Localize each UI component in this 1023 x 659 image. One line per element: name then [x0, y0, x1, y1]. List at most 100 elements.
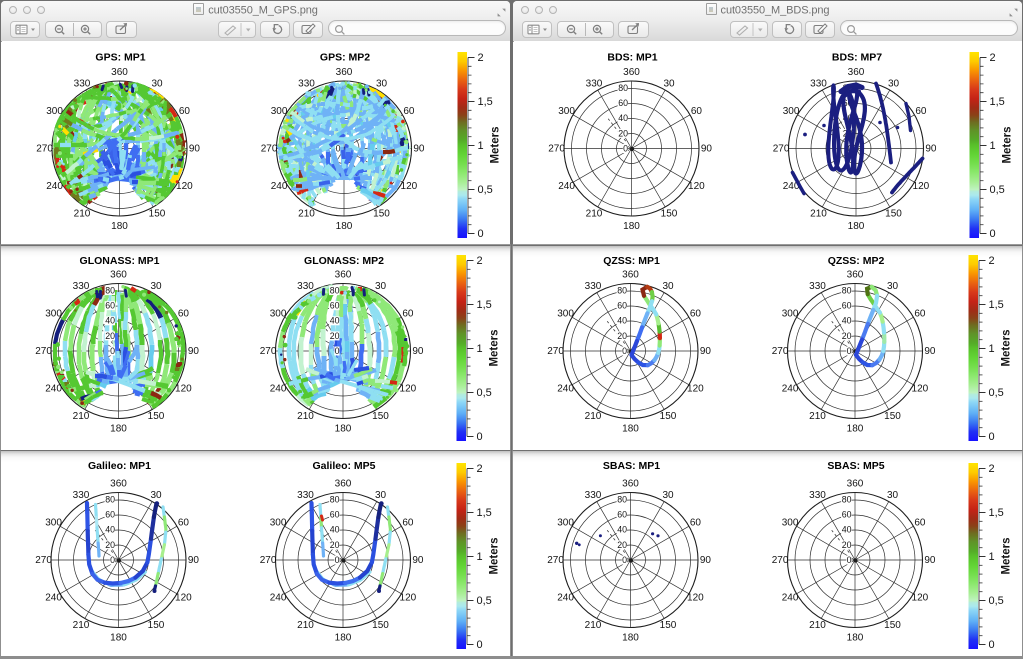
svg-text:150: 150: [661, 209, 678, 220]
svg-text:30: 30: [150, 281, 162, 292]
svg-text:180: 180: [335, 633, 352, 644]
svg-text:120: 120: [175, 384, 192, 395]
svg-text:120: 120: [175, 593, 192, 604]
svg-text:300: 300: [782, 309, 799, 320]
svg-text:360: 360: [847, 270, 864, 281]
svg-text:210: 210: [74, 209, 91, 220]
svg-text:60: 60: [618, 98, 628, 108]
svg-text:240: 240: [271, 181, 288, 192]
svg-text:60: 60: [402, 518, 414, 529]
svg-text:240: 240: [783, 181, 800, 192]
svg-text:Meters: Meters: [1001, 537, 1013, 574]
svg-text:40: 40: [617, 525, 627, 535]
svg-text:330: 330: [809, 281, 826, 292]
svg-text:180: 180: [848, 221, 865, 232]
svg-text:2: 2: [477, 463, 483, 475]
svg-text:60: 60: [914, 518, 926, 529]
svg-text:20: 20: [617, 331, 627, 341]
svg-text:240: 240: [557, 384, 574, 395]
svg-text:GPS: MP1: GPS: MP1: [95, 52, 145, 64]
svg-text:90: 90: [924, 346, 936, 357]
svg-text:330: 330: [585, 281, 602, 292]
svg-text:360: 360: [110, 479, 127, 490]
svg-text:300: 300: [271, 106, 288, 117]
svg-text:0: 0: [623, 143, 628, 153]
svg-text:210: 210: [297, 620, 314, 631]
svg-text:0: 0: [477, 431, 483, 443]
svg-text:GLONASS: MP2: GLONASS: MP2: [304, 255, 384, 267]
svg-text:0: 0: [847, 555, 852, 565]
svg-text:1,5: 1,5: [989, 507, 1004, 519]
svg-text:180: 180: [623, 221, 640, 232]
svg-text:360: 360: [623, 67, 640, 78]
svg-text:300: 300: [557, 309, 574, 320]
svg-text:330: 330: [73, 281, 90, 292]
svg-text:Meters: Meters: [1002, 126, 1014, 163]
svg-text:150: 150: [372, 411, 389, 422]
svg-text:210: 210: [297, 411, 314, 422]
svg-text:SBAS: MP1: SBAS: MP1: [603, 460, 660, 472]
svg-text:90: 90: [188, 555, 200, 566]
svg-text:90: 90: [924, 555, 936, 566]
svg-text:0: 0: [335, 346, 340, 356]
svg-text:0: 0: [477, 639, 483, 651]
svg-text:240: 240: [782, 384, 799, 395]
svg-text:240: 240: [45, 593, 62, 604]
svg-text:80: 80: [618, 83, 628, 93]
svg-text:60: 60: [843, 98, 853, 108]
svg-text:120: 120: [912, 384, 929, 395]
svg-text:360: 360: [847, 479, 864, 490]
svg-text:Meters: Meters: [489, 537, 501, 574]
svg-text:30: 30: [663, 79, 675, 90]
svg-text:270: 270: [260, 346, 277, 357]
svg-text:30: 30: [375, 281, 387, 292]
svg-text:300: 300: [558, 106, 575, 117]
svg-text:300: 300: [45, 518, 62, 529]
svg-text:20: 20: [330, 331, 340, 341]
svg-text:1: 1: [477, 343, 483, 355]
svg-text:150: 150: [148, 411, 165, 422]
svg-text:0: 0: [847, 346, 852, 356]
svg-text:240: 240: [45, 384, 62, 395]
svg-text:150: 150: [885, 209, 902, 220]
svg-text:60: 60: [402, 309, 414, 320]
svg-text:120: 120: [176, 181, 193, 192]
svg-text:300: 300: [270, 518, 287, 529]
svg-text:330: 330: [297, 490, 314, 501]
svg-text:120: 120: [912, 593, 929, 604]
svg-text:2: 2: [477, 255, 483, 267]
svg-text:150: 150: [372, 620, 389, 631]
svg-text:120: 120: [401, 181, 418, 192]
svg-text:2: 2: [478, 52, 484, 64]
svg-text:210: 210: [585, 620, 602, 631]
svg-text:150: 150: [149, 209, 166, 220]
svg-text:60: 60: [179, 106, 191, 117]
svg-text:360: 360: [110, 270, 127, 281]
svg-text:180: 180: [847, 633, 864, 644]
svg-text:270: 270: [772, 555, 789, 566]
svg-text:180: 180: [847, 424, 864, 435]
svg-text:240: 240: [558, 181, 575, 192]
svg-text:180: 180: [622, 633, 639, 644]
svg-text:60: 60: [842, 301, 852, 311]
svg-text:1: 1: [990, 140, 996, 152]
svg-text:210: 210: [73, 620, 90, 631]
svg-text:150: 150: [884, 620, 901, 631]
svg-text:210: 210: [73, 411, 90, 422]
svg-text:0,5: 0,5: [478, 184, 493, 196]
svg-text:300: 300: [45, 309, 62, 320]
svg-text:210: 210: [809, 620, 826, 631]
svg-text:90: 90: [188, 346, 200, 357]
svg-text:60: 60: [330, 301, 340, 311]
svg-text:330: 330: [298, 79, 315, 90]
svg-text:40: 40: [105, 316, 115, 326]
svg-text:120: 120: [913, 181, 930, 192]
svg-text:20: 20: [617, 540, 627, 550]
svg-text:80: 80: [330, 286, 340, 296]
svg-text:360: 360: [622, 270, 639, 281]
svg-text:GLONASS: MP1: GLONASS: MP1: [80, 255, 160, 267]
svg-text:0: 0: [622, 346, 627, 356]
svg-text:0,5: 0,5: [477, 595, 492, 607]
svg-text:20: 20: [105, 540, 115, 550]
svg-text:30: 30: [887, 490, 899, 501]
